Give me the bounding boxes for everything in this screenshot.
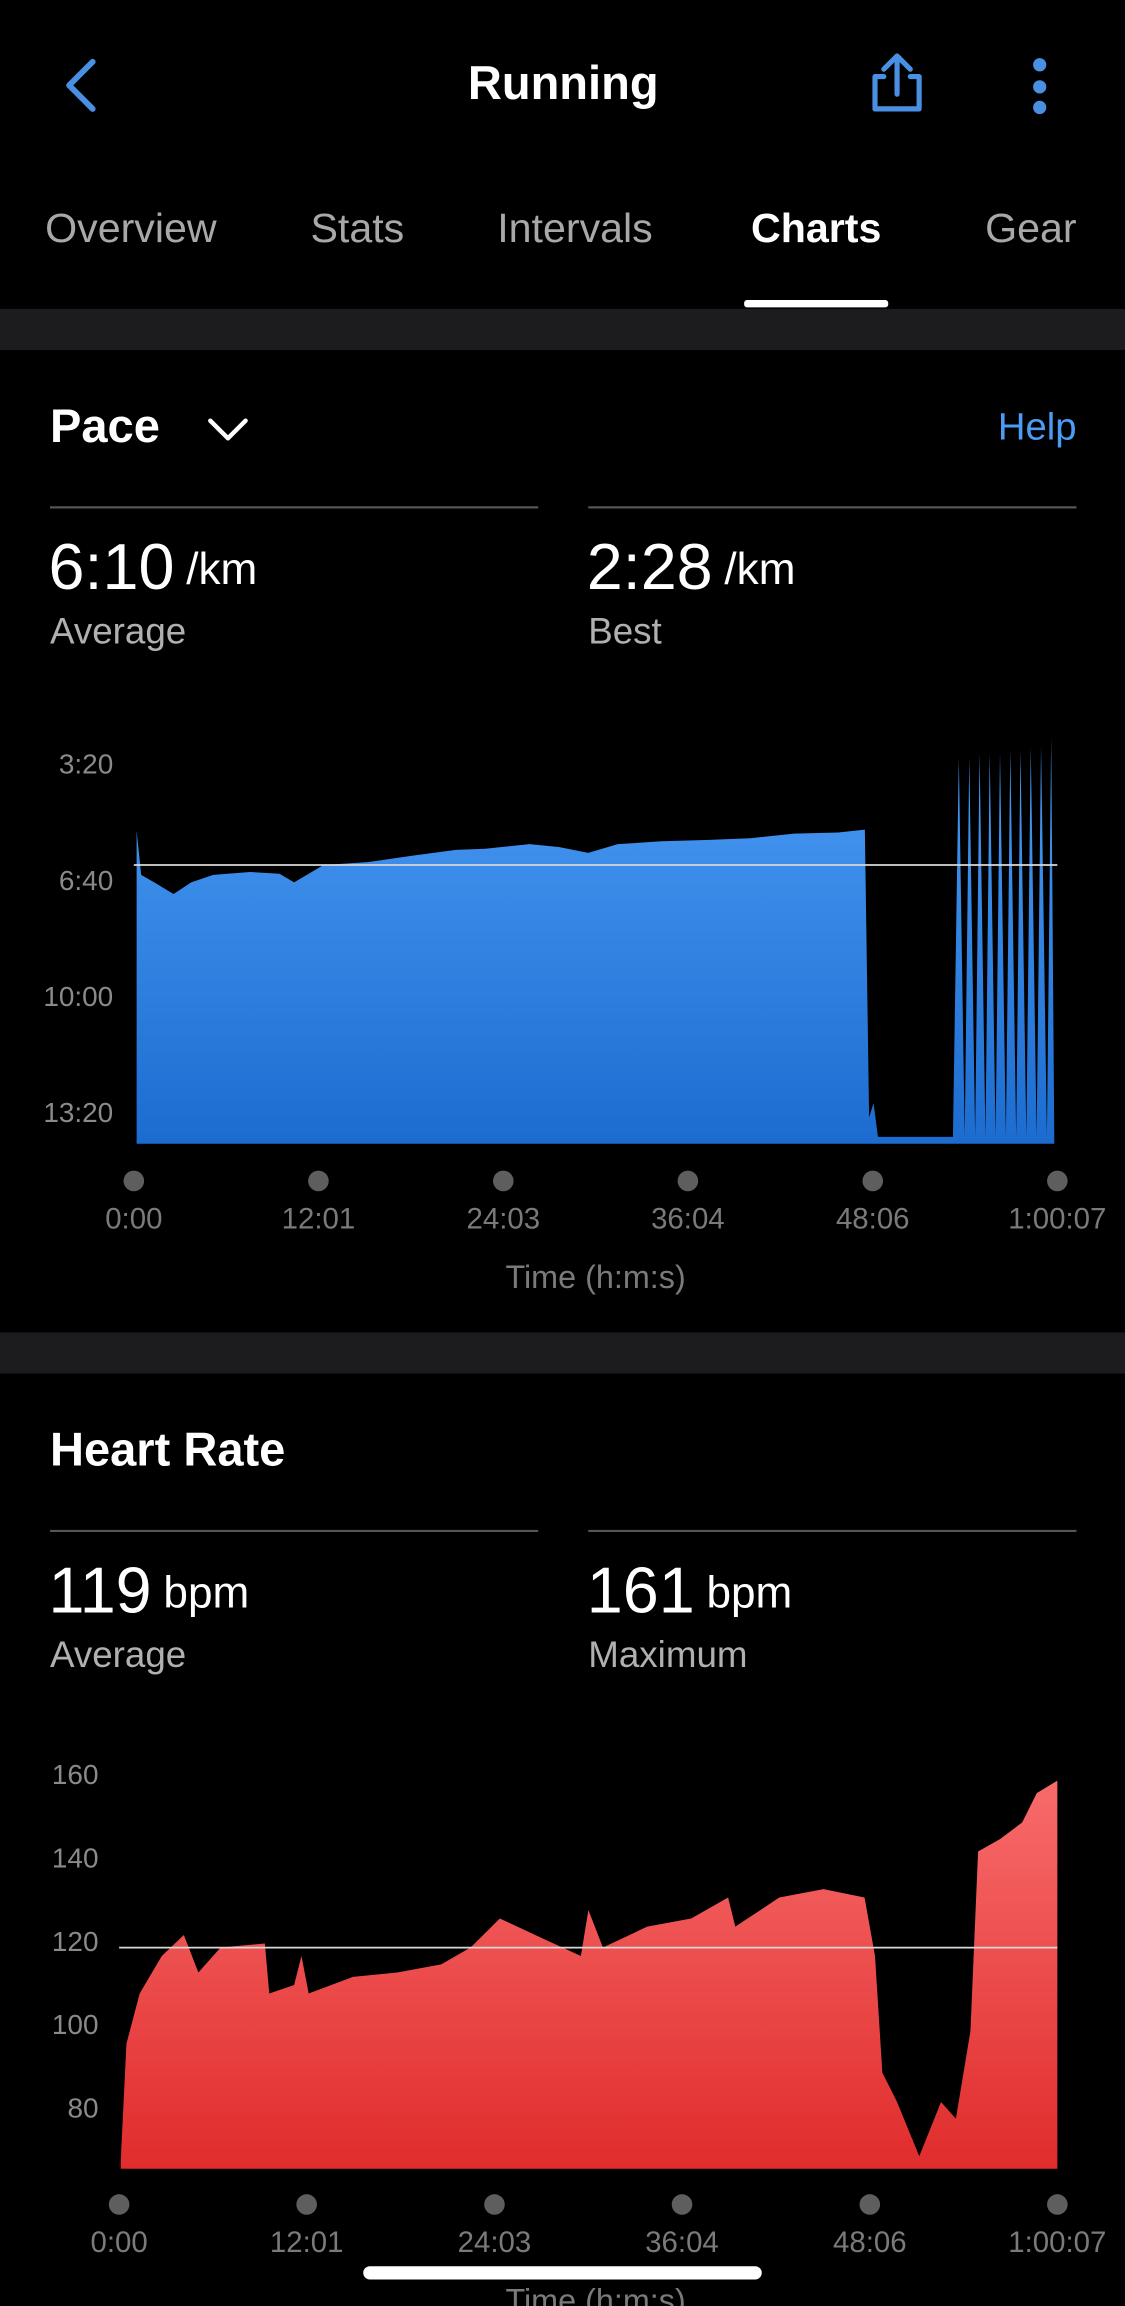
section-title[interactable]: Pace xyxy=(50,399,160,452)
tab[interactable]: Gear xyxy=(985,205,1077,251)
stat-unit: /km xyxy=(724,545,795,594)
y-tick-label: 10:00 xyxy=(43,981,113,1012)
section-separator xyxy=(0,308,1125,351)
area xyxy=(136,737,1055,1144)
x-tick-label: 48:06 xyxy=(833,2226,907,2259)
stat-value: 6:10/km xyxy=(49,530,258,603)
stat-number: 2:28 xyxy=(587,530,713,603)
stat-label: Best xyxy=(588,611,662,652)
share-button[interactable] xyxy=(872,53,922,112)
x-tick-label: 48:06 xyxy=(836,1202,910,1235)
tab[interactable]: Intervals xyxy=(497,205,653,251)
y-tick-label: 3:20 xyxy=(59,749,113,780)
stat-number: 6:10 xyxy=(49,530,175,603)
stat-number: 161 xyxy=(587,1554,695,1627)
y-tick-label: 100 xyxy=(52,2009,99,2040)
tab-active[interactable]: Charts xyxy=(751,205,881,251)
x-tick-label: 0:00 xyxy=(91,2226,148,2259)
stat-number: 119 xyxy=(49,1554,152,1627)
area xyxy=(120,1780,1058,2169)
tab[interactable]: Overview xyxy=(45,205,217,251)
x-tick-dot xyxy=(671,2194,693,2215)
dropdown-icon[interactable] xyxy=(208,418,248,441)
stat-value: 119 bpm xyxy=(49,1554,250,1627)
y-tick-label: 6:40 xyxy=(59,865,113,896)
x-tick-label: 12:01 xyxy=(282,1202,356,1235)
x-tick-label: 12:01 xyxy=(270,2226,344,2259)
x-tick-label: 36:04 xyxy=(651,1202,725,1235)
x-axis-label: Time (h:m:s) xyxy=(505,2283,685,2306)
x-tick-dot xyxy=(296,2194,317,2215)
stat-label: Maximum xyxy=(588,1634,747,1675)
stat-label: Average xyxy=(50,611,186,652)
y-tick-label: 13:20 xyxy=(43,1097,113,1128)
x-tick-dot xyxy=(859,2194,881,2215)
home-indicator xyxy=(363,2266,762,2280)
x-tick-label: 24:03 xyxy=(458,2226,532,2259)
stat-value: 161 bpm xyxy=(587,1554,793,1627)
stat-unit: bpm xyxy=(163,1568,249,1617)
x-tick-dot xyxy=(862,1170,884,1192)
x-tick-label: 36:04 xyxy=(645,2226,719,2259)
section-separator xyxy=(0,1332,1125,1374)
stat-unit: bpm xyxy=(706,1568,792,1617)
more-button[interactable] xyxy=(1033,58,1047,115)
page-title: Running xyxy=(468,56,659,109)
x-tick-dot xyxy=(492,1170,514,1192)
stat-value: 2:28/km xyxy=(587,530,796,603)
help-link[interactable]: Help xyxy=(998,406,1077,449)
y-tick-label: 120 xyxy=(52,1926,99,1957)
y-tick-label: 80 xyxy=(67,2093,98,2124)
x-axis-label: Time (h:m:s) xyxy=(505,1259,685,1295)
y-tick-label: 160 xyxy=(52,1759,99,1790)
x-tick-label: 1:00:07 xyxy=(1008,2226,1106,2259)
x-tick-dot xyxy=(308,1170,329,1192)
x-tick-label: 0:00 xyxy=(105,1202,162,1235)
x-tick-dot xyxy=(1047,1170,1068,1192)
x-tick-dot xyxy=(484,2194,505,2215)
y-tick-label: 140 xyxy=(52,1842,99,1873)
tab[interactable]: Stats xyxy=(310,205,404,251)
back-button[interactable] xyxy=(66,58,96,112)
x-tick-label: 24:03 xyxy=(466,1202,540,1235)
x-tick-label: 1:00:07 xyxy=(1008,1202,1106,1235)
stat-label: Average xyxy=(50,1634,186,1675)
tab-indicator xyxy=(744,300,889,308)
x-tick-dot xyxy=(123,1170,145,1192)
x-tick-dot xyxy=(108,2194,130,2215)
stat-unit: /km xyxy=(186,545,257,594)
section-title: Heart Rate xyxy=(50,1422,285,1475)
x-tick-dot xyxy=(677,1170,699,1192)
x-tick-dot xyxy=(1047,2194,1068,2215)
